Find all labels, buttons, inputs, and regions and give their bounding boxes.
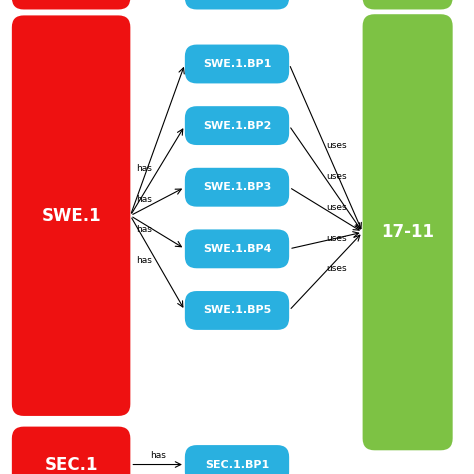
Text: has: has [137, 256, 152, 265]
FancyBboxPatch shape [12, 427, 130, 474]
FancyBboxPatch shape [12, 15, 130, 416]
Text: uses: uses [326, 234, 346, 243]
FancyBboxPatch shape [185, 445, 289, 474]
FancyBboxPatch shape [185, 229, 289, 268]
Text: SWE.1.BP1: SWE.1.BP1 [203, 59, 271, 69]
FancyBboxPatch shape [12, 0, 130, 9]
Text: uses: uses [326, 172, 346, 181]
Text: SWE.1.BP2: SWE.1.BP2 [203, 120, 271, 131]
Text: SWE.1.BP3: SWE.1.BP3 [203, 182, 271, 192]
Text: uses: uses [326, 203, 346, 212]
Text: SWE.1.BP5: SWE.1.BP5 [203, 305, 271, 316]
FancyBboxPatch shape [185, 45, 289, 83]
Text: 17-11: 17-11 [381, 223, 434, 241]
FancyBboxPatch shape [185, 168, 289, 207]
Text: uses: uses [326, 141, 346, 150]
Text: has: has [137, 226, 152, 234]
FancyBboxPatch shape [185, 106, 289, 145]
Text: SWE.1: SWE.1 [41, 207, 101, 225]
FancyBboxPatch shape [363, 14, 453, 450]
FancyBboxPatch shape [185, 291, 289, 330]
Text: SWE.1.BP4: SWE.1.BP4 [203, 244, 271, 254]
Text: has: has [137, 195, 152, 203]
Text: has: has [150, 452, 165, 460]
Text: SEC.1.BP1: SEC.1.BP1 [205, 459, 269, 470]
Text: uses: uses [326, 264, 346, 273]
FancyBboxPatch shape [185, 0, 289, 9]
Text: has: has [137, 164, 152, 173]
Text: SEC.1: SEC.1 [45, 456, 98, 474]
FancyBboxPatch shape [363, 0, 453, 9]
